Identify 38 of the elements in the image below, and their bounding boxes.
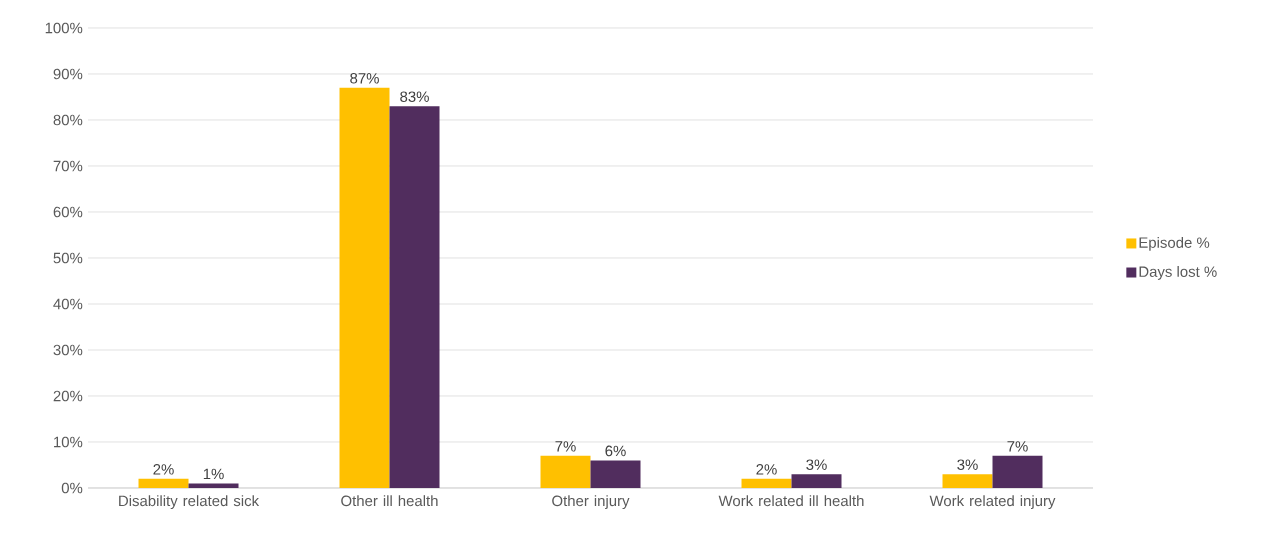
data-label: 6% bbox=[605, 445, 626, 457]
y-tick-label: 70% bbox=[53, 160, 83, 172]
y-tick-label: 20% bbox=[53, 390, 83, 402]
x-tick-label: Other injury bbox=[552, 495, 630, 510]
y-tick-label: 60% bbox=[53, 206, 83, 218]
bar bbox=[188, 483, 239, 488]
bar bbox=[138, 478, 189, 488]
data-label: 1% bbox=[203, 468, 224, 480]
bar bbox=[590, 460, 641, 488]
data-label: 3% bbox=[957, 459, 978, 470]
data-label: 7% bbox=[1007, 441, 1028, 452]
data-label: 83% bbox=[400, 91, 429, 102]
data-label: 3% bbox=[806, 459, 827, 470]
data-label: 2% bbox=[153, 464, 174, 475]
y-tick-label: 90% bbox=[53, 68, 83, 80]
x-tick-label: Work related injury bbox=[929, 495, 1056, 510]
y-tick-label: 100% bbox=[45, 22, 83, 34]
legend-label: Episode % bbox=[1139, 236, 1210, 251]
bar bbox=[339, 87, 390, 488]
data-label: 87% bbox=[350, 73, 379, 84]
y-tick-label: 80% bbox=[53, 114, 83, 126]
bar bbox=[540, 455, 591, 488]
bar bbox=[389, 106, 440, 488]
bar bbox=[942, 474, 993, 488]
x-tick-label: Other ill health bbox=[341, 495, 438, 507]
y-tick-label: 40% bbox=[53, 298, 83, 310]
data-label: 2% bbox=[756, 464, 777, 475]
y-tick-label: 50% bbox=[53, 252, 83, 264]
x-tick-label: Work related ill health bbox=[718, 495, 864, 507]
x-tick-label: Disability related sick bbox=[119, 495, 260, 510]
bar bbox=[992, 455, 1043, 488]
data-label: 7% bbox=[555, 441, 576, 452]
bar bbox=[791, 474, 842, 488]
y-tick-label: 0% bbox=[61, 482, 83, 494]
legend-label: Days lost % bbox=[1139, 265, 1217, 280]
y-tick-label: 30% bbox=[53, 344, 83, 356]
bar bbox=[741, 478, 792, 488]
y-tick-label: 10% bbox=[54, 436, 83, 448]
